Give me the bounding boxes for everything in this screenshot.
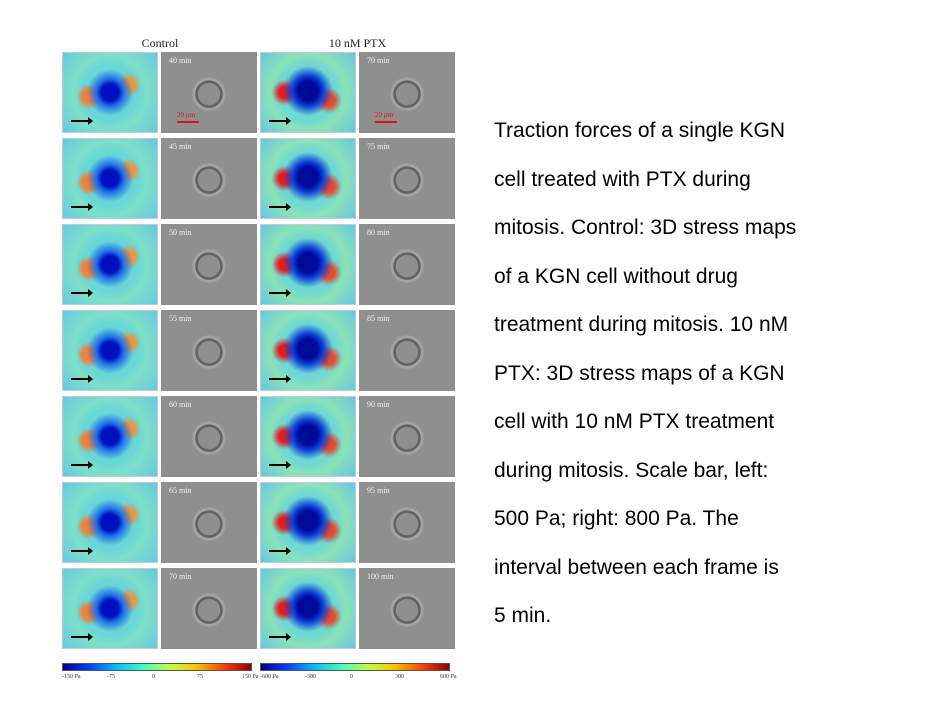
scale-bar-label: 20 µm [375,111,394,119]
colorbar-tick-label: -75 [107,674,115,680]
caption-line: PTX: 3D stress maps of a KGN [494,361,785,385]
control-cell-image: 55 min [161,310,257,391]
control-cell-image: 50 min [161,224,257,305]
frame-time-label: 85 min [367,314,390,323]
ptx-cell-image: 70 min 20 µm [359,52,455,133]
frame-time-label: 100 min [367,572,394,581]
scale-bar-label: 20 µm [177,111,196,119]
frame-time-label: 90 min [367,400,390,409]
control-colorbar [62,663,252,671]
control-cell-image: 40 min 20 µm [161,52,257,133]
caption-line: during mitosis. Scale bar, left: [494,458,769,482]
control-stress-map [62,52,158,133]
ptx-colorbar [260,663,450,671]
ptx-cell-image: 90 min [359,396,455,477]
ptx-stress-map [260,52,356,133]
force-arrow-icon [269,633,291,641]
ptx-cell-image: 85 min [359,310,455,391]
colorbar-tick-label: -600 Pa [260,674,279,680]
caption-line: 5 min. [494,604,552,627]
caption-line: of a KGN cell without drug [494,264,738,288]
control-column-title: Control [141,36,179,50]
colorbar-tick-label: -150 Pa [62,674,81,680]
caption-line: 500 Pa; right: 800 Pa. The [494,507,739,530]
force-arrow-icon [269,375,291,383]
scale-bar [177,121,199,123]
colorbar-tick-label: 300 [395,674,404,680]
caption-line: Traction forces of a single KGN [494,119,786,142]
control-cell-image: 45 min [161,138,257,219]
caption-line: treatment during mitosis. 10 nM [494,313,789,336]
control-cell-image: 60 min [161,396,257,477]
colorbar-tick-label: 600 Pa [440,674,457,680]
frame-time-label: 75 min [367,142,390,151]
frame-time-label: 50 min [169,228,192,237]
control-stress-map [62,482,158,563]
control-stress-map [62,396,158,477]
force-arrow-icon [71,633,93,641]
colorbar-tick-label: 150 Pa [242,674,259,680]
force-arrow-icon [269,203,291,211]
control-stress-map [62,138,158,219]
ptx-cell-image: 75 min [359,138,455,219]
colorbar-tick-label: 0 [152,674,155,680]
frame-time-label: 65 min [169,486,192,495]
ptx-column-title: 10 nM PTX [328,36,387,50]
force-arrow-icon [71,547,93,555]
ptx-stress-map [260,224,356,305]
force-arrow-icon [71,117,93,125]
force-arrow-icon [269,289,291,297]
control-cell-image: 65 min [161,482,257,563]
frame-time-label: 55 min [169,314,192,323]
figure-caption: Traction forces of a single KGN cell tre… [494,107,894,641]
control-stress-map [62,310,158,391]
caption-line: interval between each frame is [494,555,779,579]
frame-time-label: 40 min [169,56,192,65]
force-arrow-icon [71,375,93,383]
ptx-cell-image: 100 min [359,568,455,649]
force-arrow-icon [71,461,93,469]
ptx-stress-map [260,482,356,563]
force-arrow-icon [269,117,291,125]
frame-time-label: 95 min [367,486,390,495]
caption-line: cell with 10 nM PTX treatment [494,410,775,433]
ptx-stress-map [260,138,356,219]
traction-force-figure: Control 10 nM PTX 40 min 20 µm 70 min 20 µm… [60,36,457,680]
caption-line: cell treated with PTX during [494,167,751,191]
ptx-stress-map [260,568,356,649]
frame-time-label: 70 min [169,572,192,581]
ptx-stress-map [260,396,356,477]
force-arrow-icon [71,289,93,297]
colorbar-tick-label: -300 [305,674,316,680]
control-stress-map [62,224,158,305]
frame-time-label: 80 min [367,228,390,237]
ptx-cell-image: 95 min [359,482,455,563]
frame-time-label: 60 min [169,400,192,409]
scale-bar [375,121,397,123]
caption-line: mitosis. Control: 3D stress maps [494,216,797,239]
frame-time-label: 45 min [169,142,192,151]
control-cell-image: 70 min [161,568,257,649]
ptx-stress-map [260,310,356,391]
force-arrow-icon [269,461,291,469]
frame-time-label: 70 min [367,56,390,65]
colorbar-tick-label: 75 [197,674,203,680]
force-arrow-icon [71,203,93,211]
ptx-cell-image: 80 min [359,224,455,305]
force-arrow-icon [269,547,291,555]
control-stress-map [62,568,158,649]
colorbar-tick-label: 0 [350,674,353,680]
